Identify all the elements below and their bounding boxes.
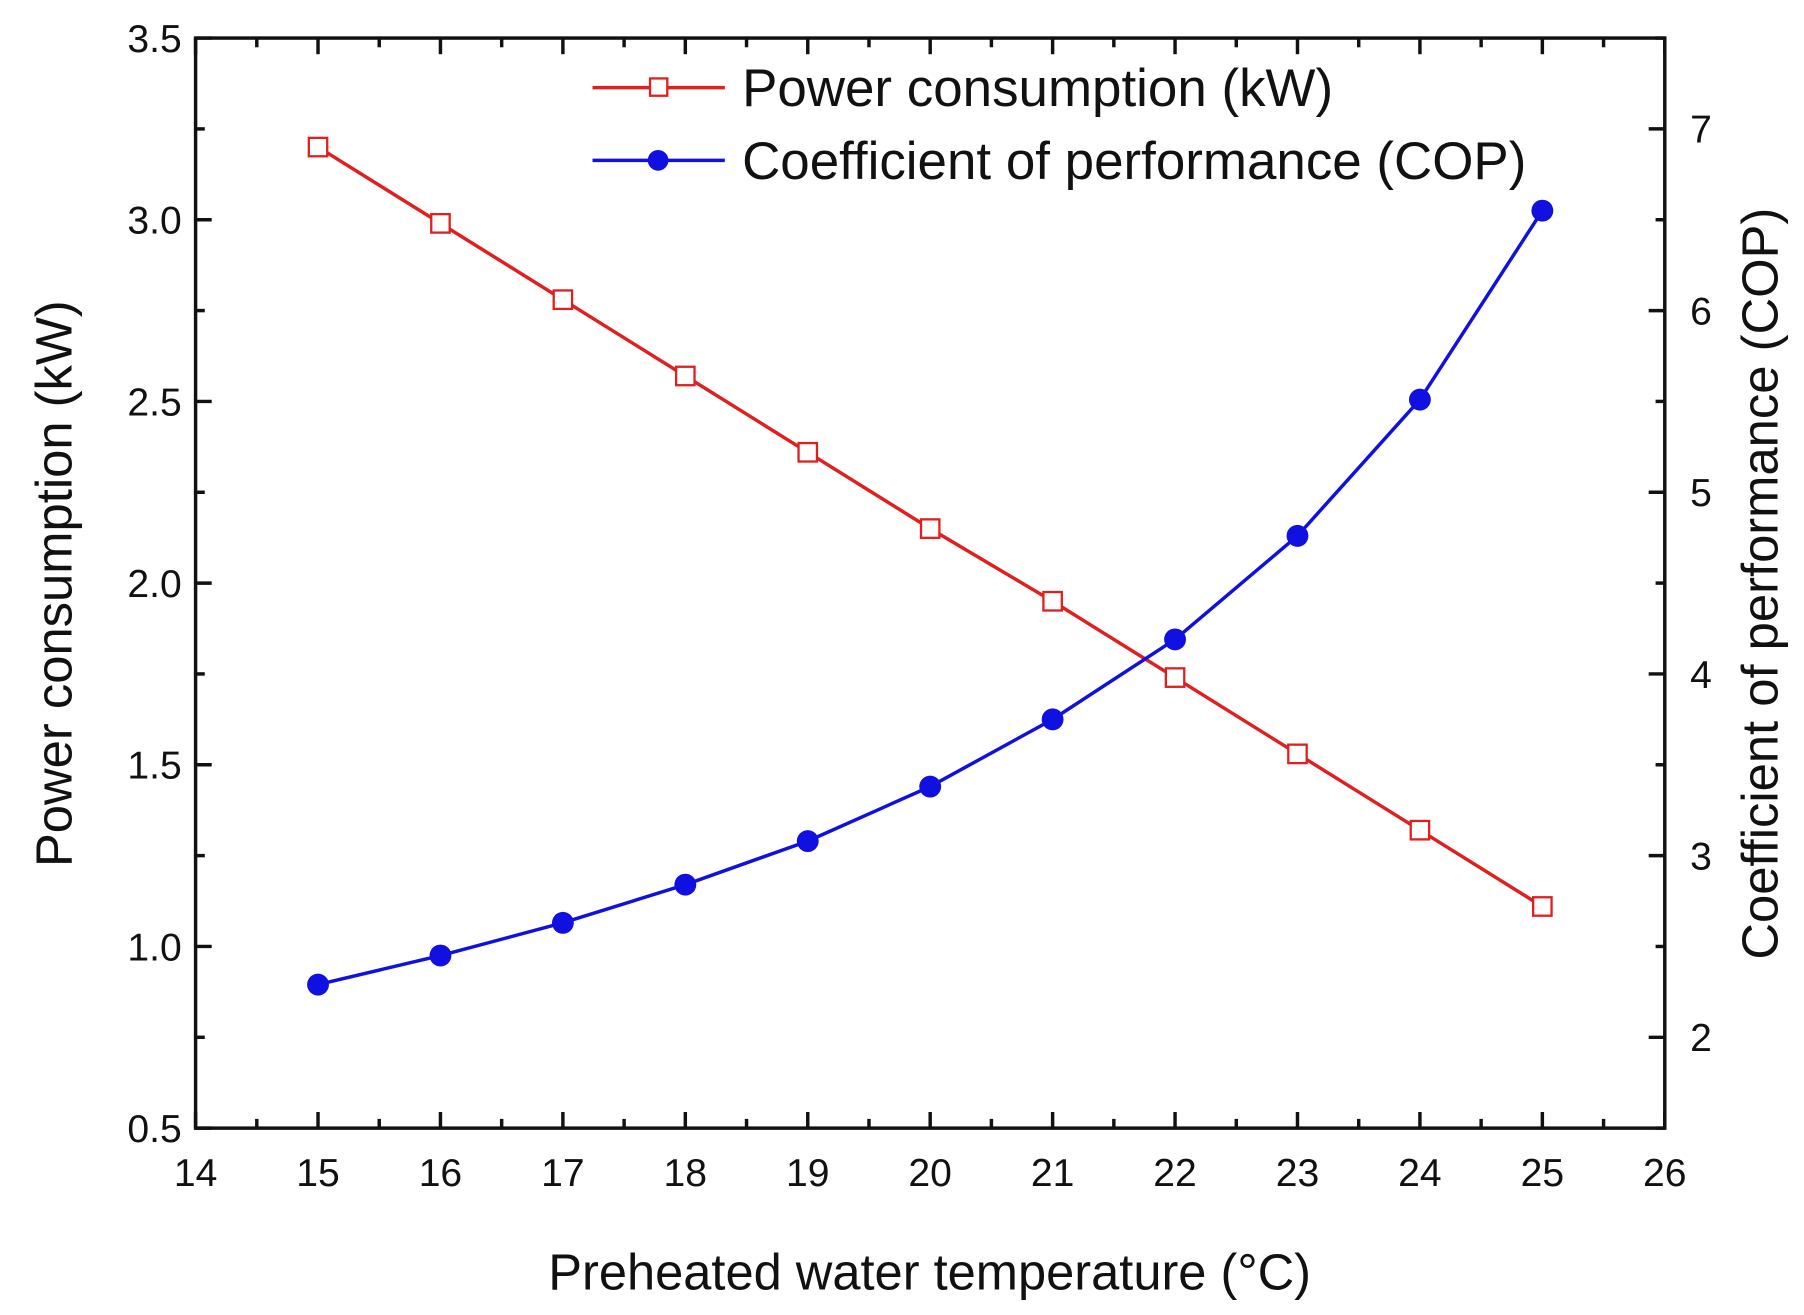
power-data-point xyxy=(674,365,696,387)
x-axis-label: Preheated water temperature (°C) xyxy=(548,1244,1311,1301)
x-tick-label: 26 xyxy=(1643,1152,1687,1195)
x-tick-label: 16 xyxy=(419,1152,463,1195)
power-data-point xyxy=(1042,590,1063,612)
y-axis-left-label: Power consumption (kW) xyxy=(25,300,82,867)
x-tick-label: 14 xyxy=(174,1152,218,1195)
power-data-point xyxy=(919,518,941,539)
cop-data-point xyxy=(1408,388,1431,411)
x-tick-label: 25 xyxy=(1521,1152,1565,1195)
axis-ticks: 14 15 16 17 18 19 20 21 22 23 24 25 260.51.01.52.02.… xyxy=(127,18,1711,1195)
power-data-point xyxy=(307,136,329,158)
cop-data-point xyxy=(551,911,574,934)
legend-marker-cop xyxy=(647,149,669,171)
series-line-cop xyxy=(317,209,1544,987)
x-tick-label: 17 xyxy=(541,1152,585,1195)
cop-data-point xyxy=(919,775,942,798)
cop-data-point xyxy=(1041,708,1064,731)
cop-data-point xyxy=(307,973,329,996)
y-left-tick-label: 2.5 xyxy=(127,381,181,424)
power-data-point xyxy=(1409,819,1431,841)
plot-frame xyxy=(193,36,1667,1130)
y-left-tick-label: 1.5 xyxy=(127,745,181,788)
x-tick-label: 18 xyxy=(664,1152,708,1195)
y-right-tick-label: 5 xyxy=(1690,472,1712,515)
y-left-tick-label: 3.0 xyxy=(127,200,181,243)
cop-data-point xyxy=(1164,628,1186,651)
y-left-tick-label: 1.0 xyxy=(127,926,181,969)
y-right-tick-label: 4 xyxy=(1690,654,1712,697)
x-tick-label: 24 xyxy=(1398,1152,1442,1195)
power-data-point xyxy=(430,212,451,234)
x-tick-label: 20 xyxy=(908,1152,952,1195)
x-tick-label: 15 xyxy=(296,1152,340,1195)
power-data-point xyxy=(1532,896,1553,917)
power-data-point xyxy=(797,441,819,463)
power-data-point xyxy=(1287,743,1308,765)
legend-label-power: Power consumption (kW) xyxy=(742,59,1333,118)
x-tick-label: 19 xyxy=(786,1152,830,1195)
legend: Power consumption (kW) Coefficient of pe… xyxy=(592,59,1526,191)
cop-data-point xyxy=(1286,524,1309,547)
series-group xyxy=(307,136,1554,996)
y-right-tick-label: 3 xyxy=(1690,835,1712,878)
power-data-point xyxy=(552,289,574,311)
y-axis-right-label: Coefficient of performance (COP) xyxy=(1732,208,1789,960)
power-data-point xyxy=(1164,667,1186,688)
y-left-tick-label: 0.5 xyxy=(127,1108,181,1151)
cop-data-point xyxy=(429,944,452,967)
cop-data-point xyxy=(796,830,819,853)
legend-marker-power xyxy=(648,77,669,97)
y-right-tick-label: 7 xyxy=(1690,109,1712,152)
y-left-tick-label: 2.0 xyxy=(127,563,181,606)
x-tick-label: 23 xyxy=(1276,1152,1320,1195)
legend-label-cop: Coefficient of performance (COP) xyxy=(742,132,1526,191)
y-left-tick-label: 3.5 xyxy=(127,18,181,61)
y-right-tick-label: 2 xyxy=(1690,1017,1712,1060)
x-tick-label: 22 xyxy=(1153,1152,1197,1195)
x-tick-label: 21 xyxy=(1031,1152,1075,1195)
y-right-tick-label: 6 xyxy=(1690,290,1712,333)
cop-data-point xyxy=(674,873,697,896)
cop-data-point xyxy=(1531,199,1554,222)
